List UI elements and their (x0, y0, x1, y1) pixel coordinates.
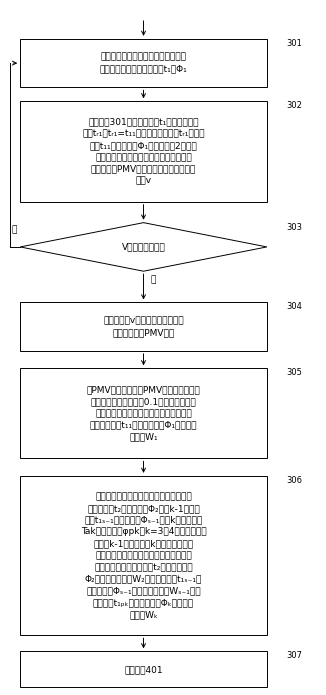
Text: 根据求得的v值，调节风机转速，
测量工作区的PMV值。: 根据求得的v值，调节风机转速， 测量工作区的PMV值。 (103, 316, 184, 337)
FancyBboxPatch shape (20, 101, 267, 202)
FancyBboxPatch shape (20, 368, 267, 459)
Text: 303: 303 (286, 222, 302, 231)
Text: 当PMV值趋于稳定即PMV值的变化率小于
设定值时，设定值可取0.1，可视为此时工
作区的热舒适度已经较为稳定，此时，测
得空气温度为t₁₁，相对湿度为Φ₁时空: 当PMV值趋于稳定即PMV值的变化率小于 设定值时，设定值可取0.1，可视为此时… (87, 385, 200, 441)
Text: 305: 305 (286, 368, 302, 377)
Text: 转入步骤401: 转入步骤401 (124, 665, 163, 674)
Text: 同理，在约束条件范围内，随机产生第二
组空气温度t₂和相对湿度Φ₂；第k-1组空气
温度t₁ₛ₋₁和相对湿度Φₛ₋₁；第k组空气温度
Tak和相对湿度φpk，k: 同理，在约束条件范围内，随机产生第二 组空气温度t₂和相对湿度Φ₂；第k-1组空… (81, 492, 206, 619)
Text: 306: 306 (286, 476, 302, 485)
Text: 301: 301 (286, 39, 302, 48)
FancyBboxPatch shape (20, 302, 267, 351)
Text: 302: 302 (286, 101, 302, 111)
Text: 在约束条件范围内，随机产生一个空
气温度和相对湿度的设定值t₁、Φ₁: 在约束条件范围内，随机产生一个空 气温度和相对湿度的设定值t₁、Φ₁ (100, 53, 187, 74)
Text: 307: 307 (286, 651, 302, 660)
Text: 根据步骤301中的空气温度t₁得到平均辐射
温度tᵣ₁、tᵣ₁=t₁₁，将平均辐射温度tᵣ₁、空气
温度t₁₁、相对湿度Φ₁以及步骤（2）中获
取的服装热阻、人: 根据步骤301中的空气温度t₁得到平均辐射 温度tᵣ₁、tᵣ₁=t₁₁，将平均辐… (82, 117, 205, 186)
Text: 否: 否 (11, 225, 17, 234)
FancyBboxPatch shape (20, 476, 267, 635)
FancyBboxPatch shape (20, 39, 267, 88)
Text: V在约束范围内？: V在约束范围内？ (122, 243, 165, 252)
Polygon shape (20, 222, 267, 271)
Text: 304: 304 (286, 302, 302, 311)
FancyBboxPatch shape (20, 651, 267, 687)
Text: 是: 是 (150, 275, 156, 284)
